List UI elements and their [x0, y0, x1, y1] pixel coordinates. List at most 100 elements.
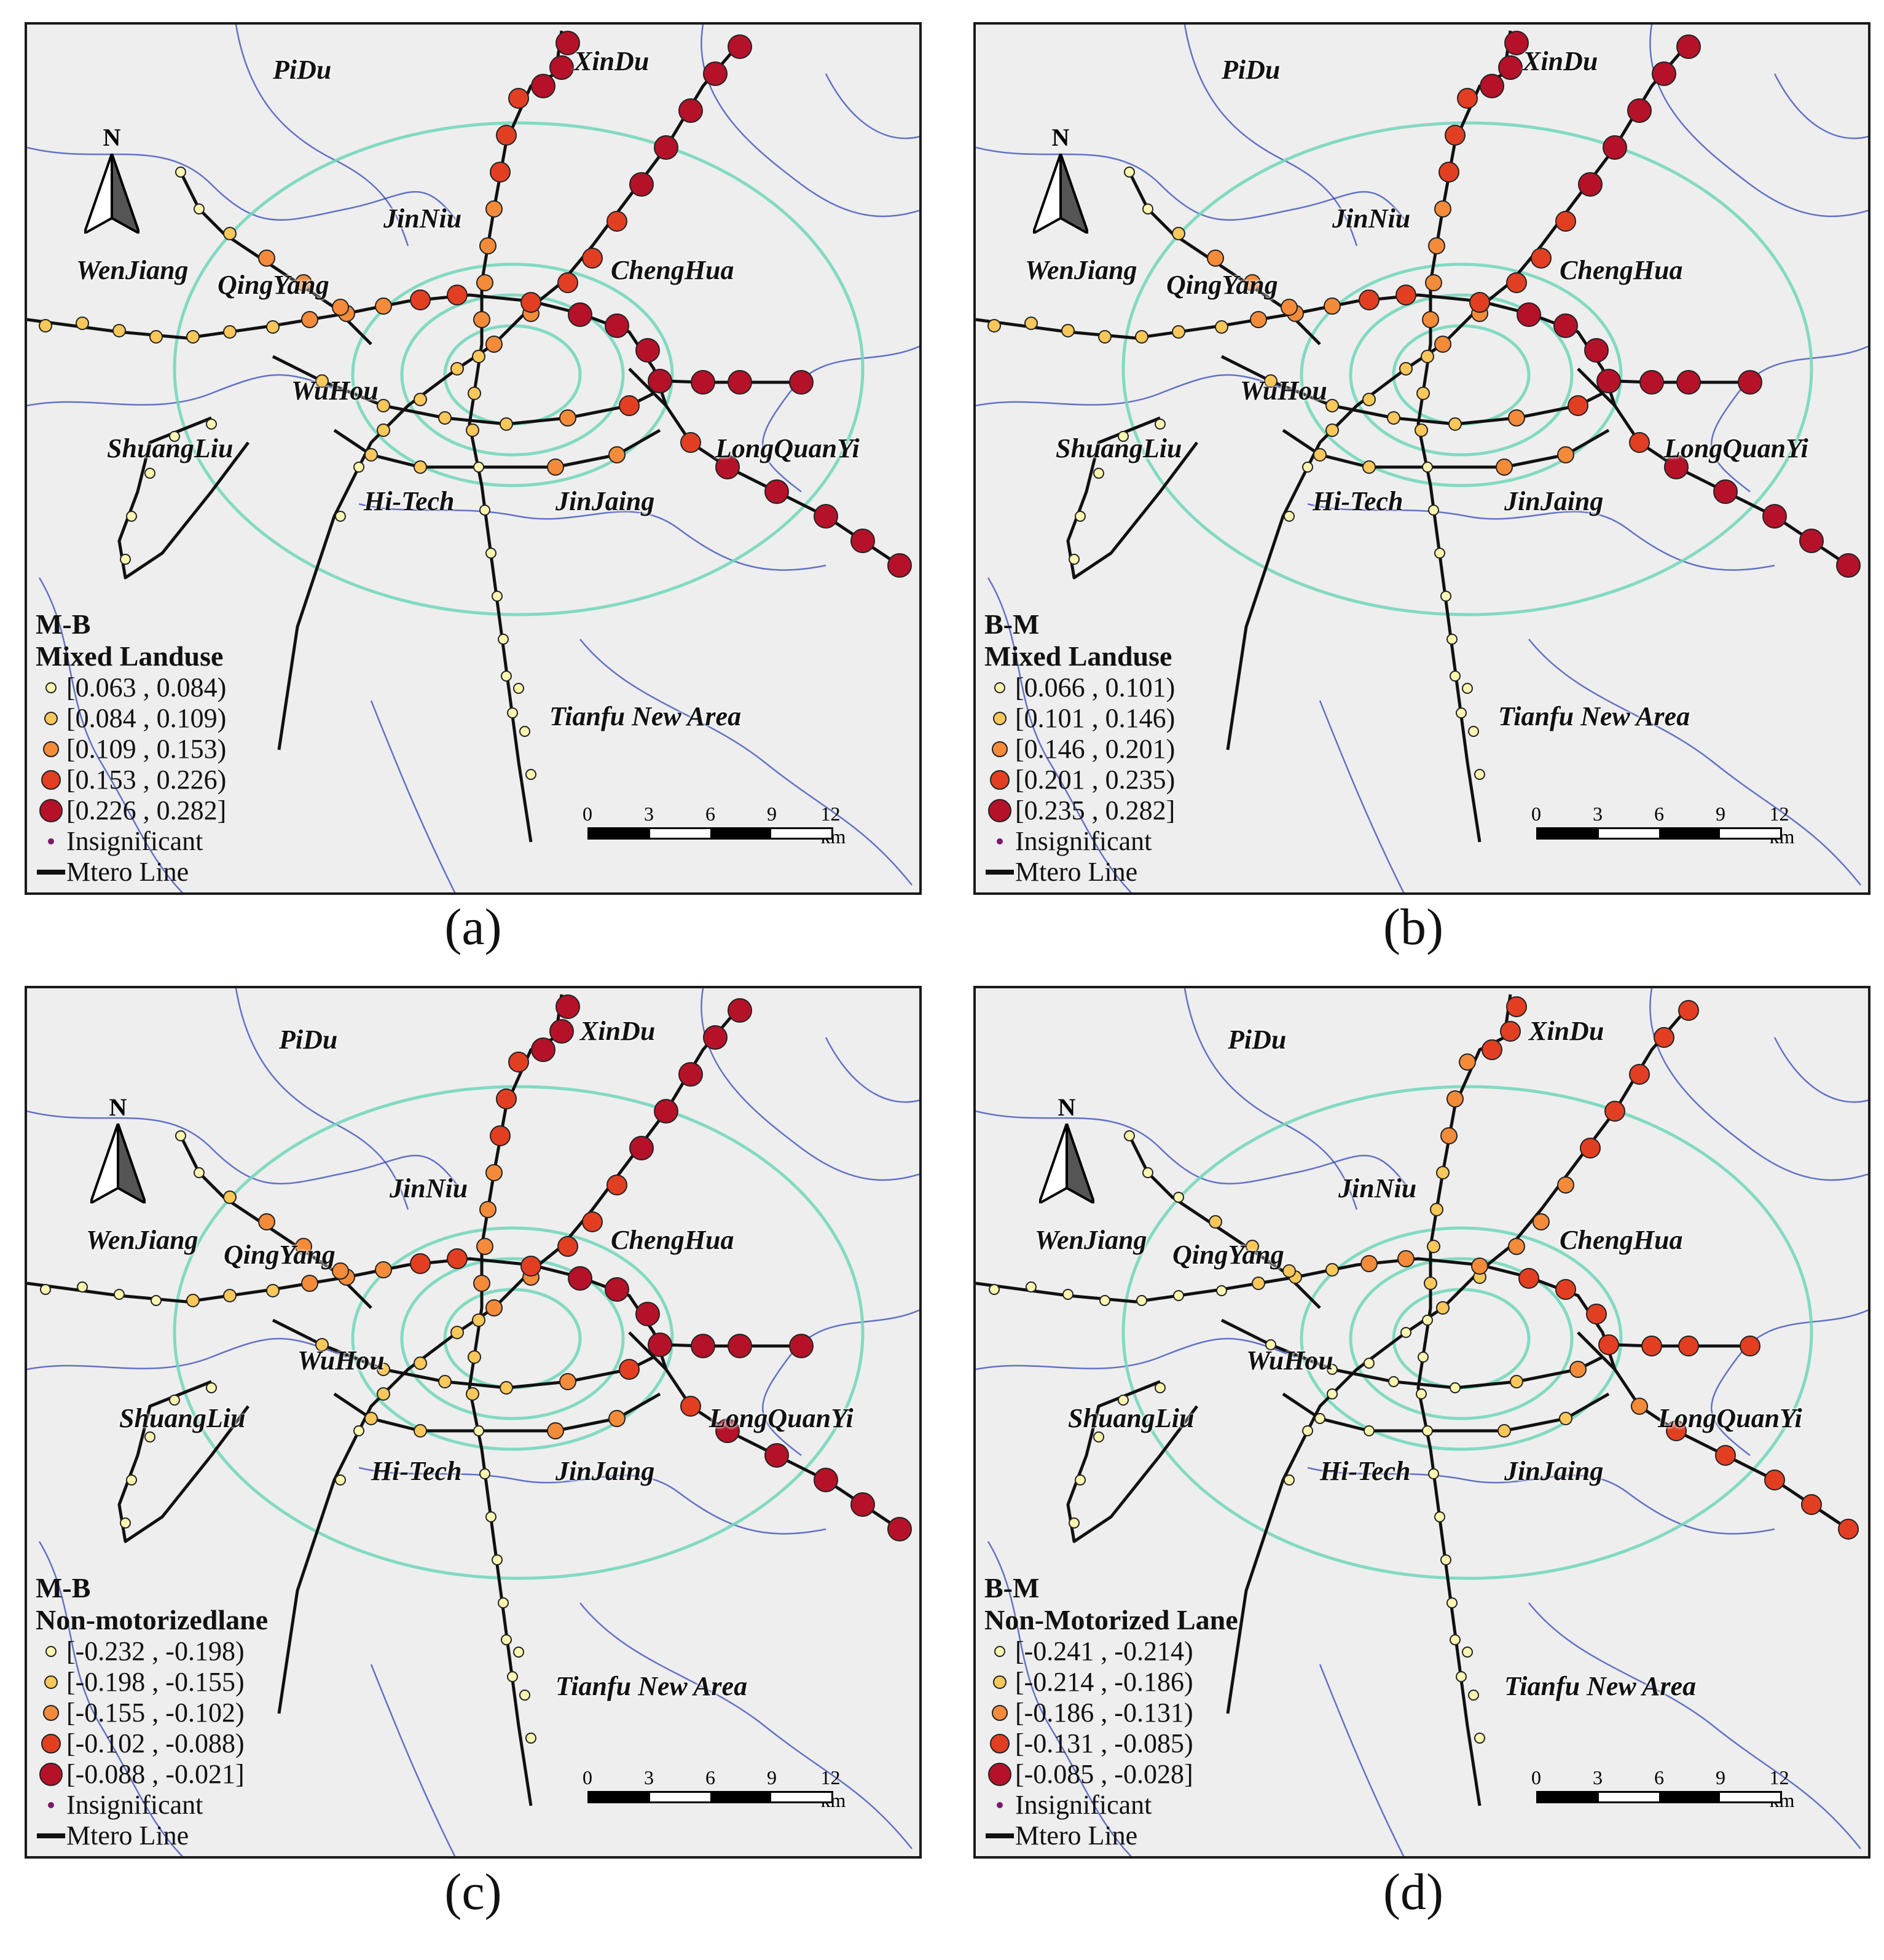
district-boundary: [987, 577, 1132, 892]
legend-insignificant: Insignificant: [1015, 826, 1152, 856]
metro-station: [1439, 162, 1459, 183]
metro-station: [1421, 350, 1434, 363]
place-label-chenghua: ChengHua: [611, 1225, 734, 1255]
metro-station: [508, 1052, 529, 1072]
metro-station: [1474, 769, 1485, 780]
metro-station: [525, 1733, 536, 1744]
district-boundary: [1183, 25, 1358, 246]
place-label-jinniu: JinNiu: [1338, 1173, 1417, 1203]
district-boundary: [761, 1309, 919, 1456]
metro-station: [678, 1062, 703, 1087]
district-boundary: [579, 1602, 913, 1849]
metro-station: [479, 505, 490, 516]
metro-station: [1093, 468, 1104, 479]
metro-station: [1713, 479, 1738, 504]
metro-station: [728, 34, 752, 59]
metro-station: [1026, 1281, 1037, 1293]
metro-station: [728, 370, 752, 395]
metro-station: [112, 324, 126, 337]
metro-station: [1418, 1352, 1429, 1363]
metro-station: [703, 61, 728, 86]
metro-station: [1678, 1000, 1699, 1021]
metro-station: [223, 1191, 237, 1204]
metro-station: [1838, 1519, 1859, 1540]
metro-station: [144, 1431, 155, 1442]
metro-station: [472, 1313, 485, 1327]
district-boundary: [987, 1541, 1132, 1856]
district-boundary: [825, 1037, 919, 1103]
metro-station: [473, 462, 484, 473]
metro-station: [206, 1382, 217, 1393]
metro-station: [364, 1412, 378, 1425]
metro-station: [1099, 1295, 1110, 1306]
place-label-shuangliu: ShuangLiu: [107, 433, 234, 463]
place-label-hitech: Hi-Tech: [371, 1456, 462, 1486]
place-label-shuangliu: ShuangLiu: [119, 1403, 246, 1433]
metro-station: [120, 1517, 131, 1529]
metro-station: [568, 302, 592, 327]
metro-station: [1580, 1138, 1601, 1159]
metro-station: [508, 88, 529, 109]
metro-line: [665, 379, 801, 384]
place-label-chenghua: ChengHua: [611, 255, 734, 285]
metro-station: [1246, 1240, 1259, 1253]
metro-station: [1553, 313, 1578, 338]
metro-station: [547, 459, 564, 476]
metro-station: [468, 387, 481, 400]
district-boundary: [1710, 345, 1868, 492]
metro-station: [629, 172, 654, 197]
legend-class-4: [-0.131 , -0.085): [1015, 1728, 1193, 1758]
metro-station: [555, 994, 580, 1019]
ring-road: [400, 293, 625, 457]
place-label-jinjaing: JinJaing: [1504, 486, 1604, 516]
metro-station: [850, 1492, 875, 1517]
metro-station: [1569, 1361, 1587, 1378]
place-label-xindu: XinDu: [580, 1016, 656, 1046]
legend-code: M-B: [36, 608, 91, 640]
metro-station: [485, 200, 503, 218]
metro-station: [654, 1099, 678, 1124]
ring-road: [173, 121, 865, 616]
district-boundary: [579, 639, 913, 886]
metro-station: [315, 374, 329, 388]
metro-station: [1422, 1315, 1433, 1326]
metro-station: [1327, 1388, 1338, 1399]
metro-line: [976, 1257, 1617, 1370]
district-boundary: [27, 146, 458, 222]
legend-code: B-M: [984, 1572, 1040, 1604]
scale-tick: 9: [1716, 1766, 1725, 1789]
legend: B-M Mixed Landuse [0.066 , 0.101) [0.101…: [984, 608, 1175, 888]
metro-station: [447, 285, 468, 305]
scale-tick: 9: [767, 803, 777, 825]
metro-station: [186, 1294, 200, 1307]
metro-station: [715, 1419, 740, 1443]
metro-station: [194, 1167, 205, 1178]
metro-station: [476, 274, 493, 291]
metro-station: [1364, 1425, 1375, 1436]
metro-station: [1462, 1647, 1473, 1658]
metro-station: [1399, 362, 1413, 376]
metro-station: [76, 317, 89, 330]
place-label-qingyang: QingYang: [1166, 270, 1278, 300]
map-panel-b: PiDu XinDu JinNiu WenJiang QingYang Chen…: [973, 22, 1870, 895]
metro-station: [568, 1266, 592, 1291]
metro-station: [531, 74, 555, 98]
metro-station: [1362, 393, 1376, 406]
metro-station: [606, 211, 627, 232]
map-background: [976, 988, 1868, 1856]
metro-station: [1172, 227, 1185, 240]
metro-station: [149, 330, 163, 344]
metro-station: [1474, 1733, 1485, 1744]
metro-line: [27, 293, 668, 406]
metro-station: [619, 1359, 640, 1380]
map-canvas: [27, 25, 919, 892]
metro-station: [606, 1175, 627, 1195]
metro-station: [1142, 203, 1153, 214]
scale-tick: 12 km: [1769, 1766, 1795, 1811]
metro-station: [1135, 330, 1148, 344]
north-arrow-icon: N: [75, 123, 149, 240]
metro-station: [414, 1356, 427, 1370]
district-boundary: [38, 1541, 184, 1856]
metro-station: [549, 1019, 574, 1044]
metro-station: [1252, 1277, 1265, 1290]
